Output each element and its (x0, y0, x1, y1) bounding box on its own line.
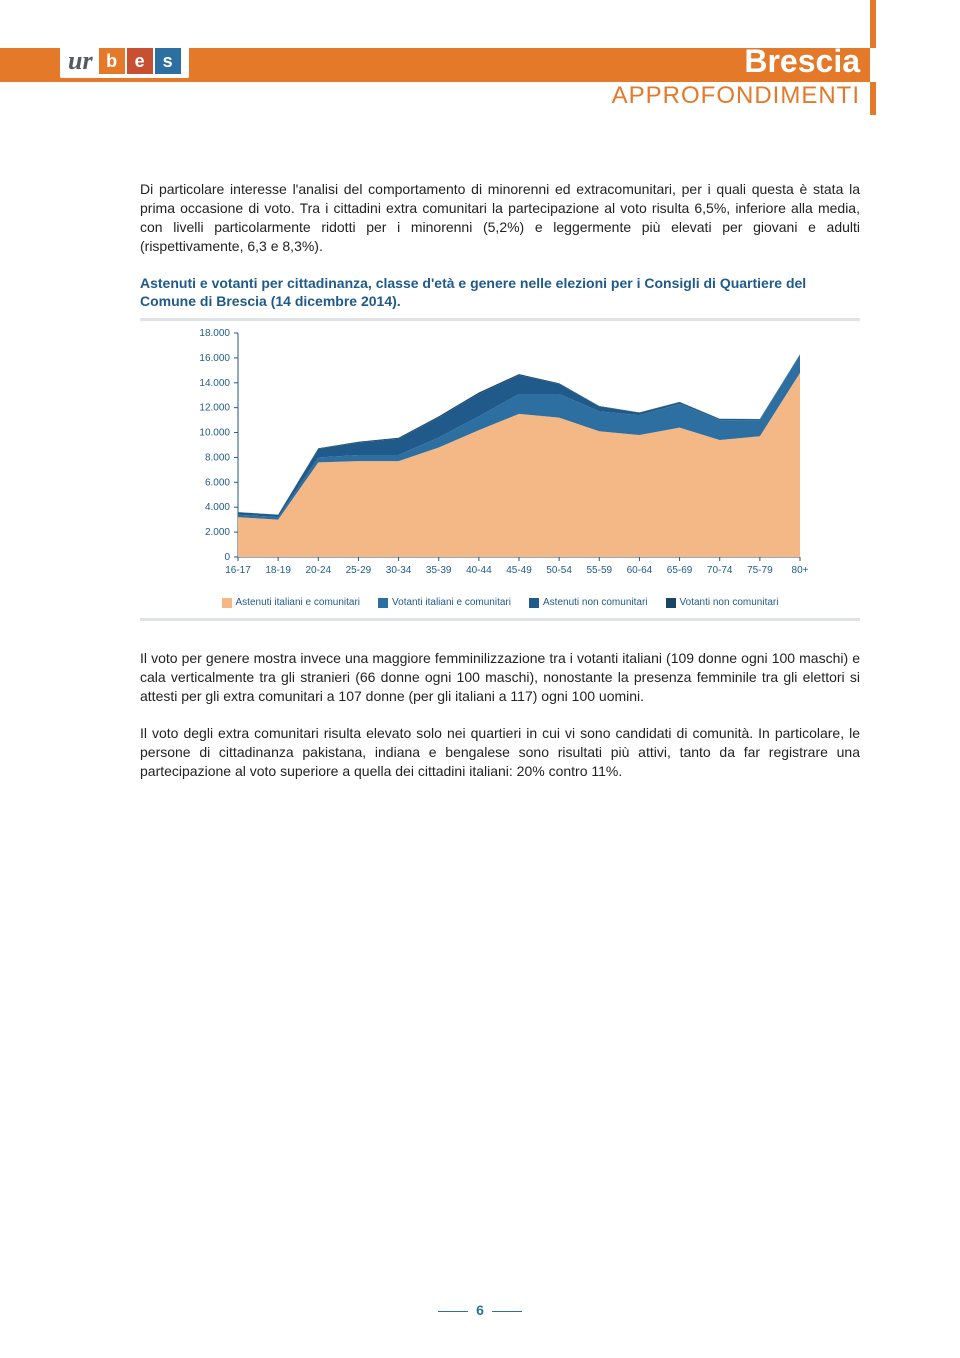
svg-text:10.000: 10.000 (199, 428, 230, 439)
legend-swatch (378, 598, 388, 608)
chart-title: Astenuti e votanti per cittadinanza, cla… (140, 274, 860, 310)
title-block: Brescia APPROFONDIMENTI (612, 42, 860, 110)
legend-item: Votanti italiani e comunitari (378, 597, 511, 608)
header-vertical-rule-bottom (870, 82, 876, 115)
legend-item: Astenuti non comunitari (529, 597, 648, 608)
legend-label: Votanti non comunitari (680, 597, 779, 608)
svg-text:18.000: 18.000 (199, 328, 230, 339)
svg-text:8.000: 8.000 (205, 452, 230, 463)
svg-text:14.000: 14.000 (199, 378, 230, 389)
svg-text:65-69: 65-69 (667, 565, 693, 576)
svg-text:4.000: 4.000 (205, 502, 230, 513)
area-chart: 0 2.000 4.000 6.000 8.000 10.000 12.000 14.000 1… (190, 327, 810, 587)
page-subtitle: APPROFONDIMENTI (612, 82, 860, 110)
legend-swatch (222, 598, 232, 608)
svg-text:16-17: 16-17 (225, 565, 251, 576)
svg-text:6.000: 6.000 (205, 477, 230, 488)
content: Di particolare interesse l'analisi del c… (140, 180, 860, 799)
chart-legend: Astenuti italiani e comunitari Votanti it… (190, 597, 810, 608)
svg-text:55-59: 55-59 (586, 565, 612, 576)
svg-text:2.000: 2.000 (205, 527, 230, 538)
logo-prefix: ur (68, 46, 93, 76)
logo-letter-e: e (127, 48, 153, 74)
logo-letter-s: s (155, 48, 181, 74)
paragraph-2: Il voto per genere mostra invece una mag… (140, 649, 860, 706)
header-vertical-rule-top (870, 0, 876, 48)
svg-text:60-64: 60-64 (627, 565, 653, 576)
paragraph-1: Di particolare interesse l'analisi del c… (140, 180, 860, 256)
svg-text:16.000: 16.000 (199, 353, 230, 364)
page-header: ur b e s Brescia APPROFONDIMENTI (0, 0, 960, 130)
logo-boxes: b e s (99, 48, 181, 74)
paragraph-3: Il voto degli extra comunitari risulta e… (140, 724, 860, 781)
chart-container: 0 2.000 4.000 6.000 8.000 10.000 12.000 14.000 1… (190, 327, 810, 608)
page-title: Brescia (612, 42, 860, 80)
legend-label: Votanti italiani e comunitari (392, 597, 511, 608)
svg-text:20-24: 20-24 (305, 565, 331, 576)
svg-text:70-74: 70-74 (707, 565, 733, 576)
legend-item: Astenuti italiani e comunitari (222, 597, 361, 608)
svg-text:45-49: 45-49 (506, 565, 532, 576)
legend-swatch (666, 598, 676, 608)
logo: ur b e s (60, 44, 189, 78)
legend-swatch (529, 598, 539, 608)
svg-text:35-39: 35-39 (426, 565, 452, 576)
svg-text:0: 0 (224, 552, 230, 563)
svg-text:75-79: 75-79 (747, 565, 773, 576)
legend-label: Astenuti italiani e comunitari (236, 597, 361, 608)
svg-text:50-54: 50-54 (546, 565, 572, 576)
logo-letter-b: b (99, 48, 125, 74)
svg-text:18-19: 18-19 (265, 565, 291, 576)
legend-label: Astenuti non comunitari (543, 597, 648, 608)
legend-item: Votanti non comunitari (666, 597, 779, 608)
svg-text:25-29: 25-29 (346, 565, 372, 576)
page-number: 6 (0, 1302, 960, 1318)
svg-text:12.000: 12.000 (199, 403, 230, 414)
svg-text:40-44: 40-44 (466, 565, 492, 576)
chart-top-rule (140, 318, 860, 321)
svg-text:30-34: 30-34 (386, 565, 412, 576)
svg-text:80+: 80+ (792, 565, 809, 576)
chart-bottom-rule (140, 618, 860, 621)
